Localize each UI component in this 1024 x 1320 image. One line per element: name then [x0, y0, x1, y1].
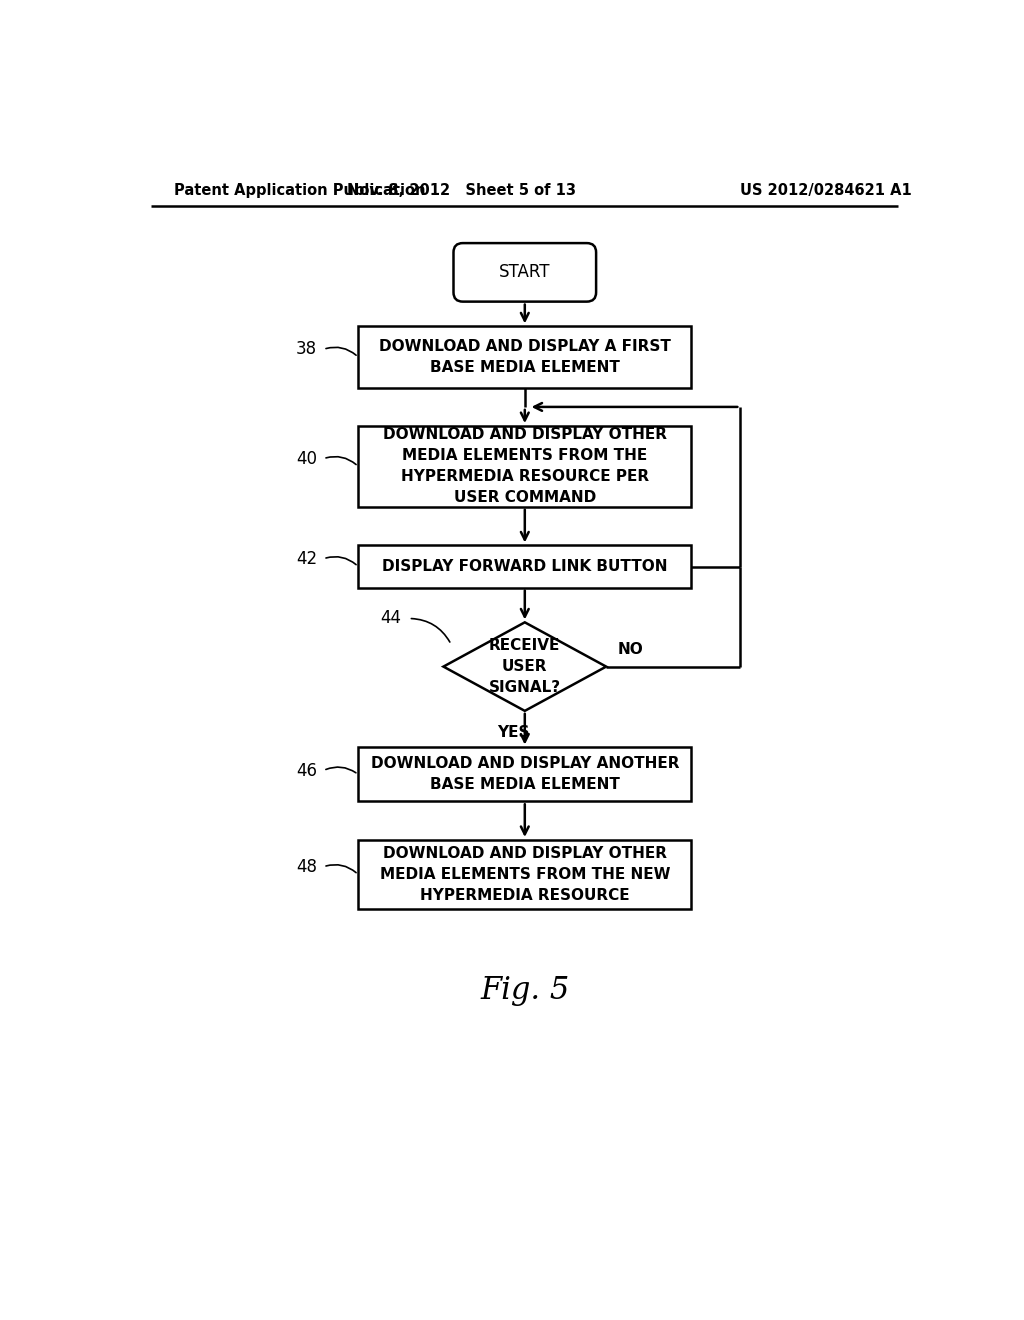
- Bar: [358, 840, 691, 909]
- Polygon shape: [443, 622, 606, 711]
- Text: 40: 40: [296, 450, 317, 467]
- Text: US 2012/0284621 A1: US 2012/0284621 A1: [739, 183, 911, 198]
- Text: 38: 38: [296, 341, 317, 358]
- Text: Nov. 8, 2012   Sheet 5 of 13: Nov. 8, 2012 Sheet 5 of 13: [347, 183, 575, 198]
- Text: DISPLAY FORWARD LINK BUTTON: DISPLAY FORWARD LINK BUTTON: [382, 558, 668, 574]
- Text: DOWNLOAD AND DISPLAY OTHER
MEDIA ELEMENTS FROM THE
HYPERMEDIA RESOURCE PER
USER : DOWNLOAD AND DISPLAY OTHER MEDIA ELEMENT…: [383, 428, 667, 506]
- Text: RECEIVE
USER
SIGNAL?: RECEIVE USER SIGNAL?: [488, 638, 561, 696]
- Bar: [358, 426, 691, 507]
- Text: DOWNLOAD AND DISPLAY ANOTHER
BASE MEDIA ELEMENT: DOWNLOAD AND DISPLAY ANOTHER BASE MEDIA …: [371, 756, 679, 792]
- Text: NO: NO: [617, 643, 643, 657]
- Text: 44: 44: [380, 610, 400, 627]
- Bar: [358, 545, 691, 587]
- Text: START: START: [499, 264, 551, 281]
- Text: DOWNLOAD AND DISPLAY A FIRST
BASE MEDIA ELEMENT: DOWNLOAD AND DISPLAY A FIRST BASE MEDIA …: [379, 339, 671, 375]
- Text: 42: 42: [296, 550, 317, 568]
- Bar: [358, 326, 691, 388]
- Text: 48: 48: [296, 858, 317, 875]
- Text: Fig. 5: Fig. 5: [480, 974, 569, 1006]
- FancyBboxPatch shape: [454, 243, 596, 302]
- Text: DOWNLOAD AND DISPLAY OTHER
MEDIA ELEMENTS FROM THE NEW
HYPERMEDIA RESOURCE: DOWNLOAD AND DISPLAY OTHER MEDIA ELEMENT…: [380, 846, 670, 903]
- Text: YES: YES: [497, 725, 529, 739]
- Text: 46: 46: [296, 762, 317, 780]
- Text: Patent Application Publication: Patent Application Publication: [174, 183, 426, 198]
- Bar: [358, 747, 691, 801]
